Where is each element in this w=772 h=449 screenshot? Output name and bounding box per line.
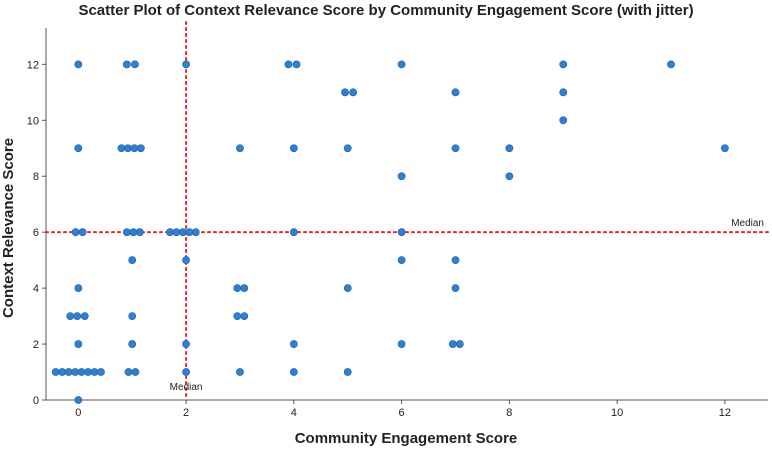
- y-tick-label: 4: [33, 283, 39, 295]
- data-point: [667, 60, 675, 69]
- data-point: [185, 228, 194, 237]
- data-point: [73, 312, 82, 320]
- data-point: [130, 144, 139, 153]
- data-point: [292, 60, 301, 69]
- data-point: [236, 368, 244, 376]
- data-point: [90, 368, 99, 376]
- data-point: [233, 284, 242, 293]
- data-point: [505, 172, 514, 181]
- data-point: [77, 368, 86, 376]
- data-point: [166, 228, 174, 237]
- data-point: [289, 340, 298, 348]
- data-point: [397, 256, 406, 265]
- x-tick-label: 8: [506, 407, 512, 419]
- y-tick-label: 12: [27, 59, 39, 71]
- x-tick-label: 4: [291, 407, 297, 419]
- data-point: [289, 228, 298, 237]
- data-point: [131, 60, 139, 69]
- data-point: [172, 228, 181, 237]
- data-point: [349, 88, 358, 97]
- data-point: [128, 256, 137, 265]
- y-tick-label: 2: [33, 339, 39, 351]
- data-point: [136, 144, 145, 153]
- data-point: [448, 340, 457, 348]
- data-point: [559, 60, 568, 69]
- data-point: [64, 368, 73, 376]
- data-point: [289, 368, 298, 376]
- data-point: [122, 228, 131, 237]
- data-point: [182, 368, 190, 376]
- data-point: [455, 340, 464, 348]
- data-point: [123, 144, 132, 153]
- data-point: [289, 144, 298, 153]
- data-point: [343, 144, 352, 153]
- data-point: [128, 312, 137, 320]
- data-point: [97, 368, 105, 376]
- data-point: [343, 284, 352, 293]
- data-point: [84, 368, 92, 376]
- data-point: [135, 228, 144, 237]
- data-point: [58, 368, 67, 376]
- data-point: [74, 144, 83, 153]
- data-point: [182, 340, 190, 348]
- data-point: [341, 88, 349, 97]
- median-label-y: Median: [731, 218, 764, 229]
- data-point: [397, 228, 406, 237]
- data-point: [124, 368, 133, 376]
- data-point: [397, 172, 406, 181]
- data-point: [505, 144, 514, 153]
- x-tick-label: 2: [183, 407, 189, 419]
- data-point: [191, 228, 200, 237]
- data-point: [343, 368, 352, 376]
- data-point: [71, 228, 80, 237]
- x-axis-label: Community Engagement Score: [295, 430, 518, 447]
- x-tick-label: 12: [719, 407, 731, 419]
- data-point: [240, 312, 249, 320]
- y-tick-label: 6: [33, 227, 39, 239]
- data-point: [51, 368, 60, 376]
- data-point: [66, 312, 75, 320]
- y-tick-label: 10: [27, 115, 39, 127]
- data-point: [236, 144, 244, 153]
- data-point: [451, 88, 460, 97]
- data-point: [233, 312, 242, 320]
- data-point: [397, 60, 406, 69]
- plot-area: 0 2 4 6 8 10 12 0 2 4 6 8 10 12 Median Median: [27, 21, 769, 419]
- y-axis-label: Context Relevance Score: [0, 138, 17, 318]
- data-point: [131, 368, 140, 376]
- y-tick-label: 8: [33, 171, 39, 183]
- data-point: [80, 312, 89, 320]
- data-point: [182, 256, 190, 265]
- data-point: [122, 60, 131, 69]
- data-point: [117, 144, 126, 153]
- data-point: [74, 340, 83, 348]
- data-point: [451, 144, 460, 153]
- data-point: [178, 228, 187, 237]
- x-tick-label: 0: [75, 407, 81, 419]
- data-point: [71, 368, 79, 376]
- data-point: [559, 88, 568, 97]
- data-point: [451, 284, 460, 293]
- data-point: [129, 228, 138, 237]
- data-point: [128, 340, 137, 348]
- x-tick-label: 6: [399, 407, 405, 419]
- data-point: [74, 60, 83, 69]
- data-point: [78, 228, 87, 237]
- median-label-x: Median: [170, 382, 203, 393]
- data-point: [182, 60, 190, 69]
- data-point: [559, 116, 568, 125]
- data-point: [720, 144, 729, 153]
- data-point: [451, 256, 460, 265]
- x-tick-label: 10: [611, 407, 623, 419]
- chart-title: Scatter Plot of Context Relevance Score …: [78, 2, 693, 19]
- data-point: [397, 340, 406, 348]
- data-point: [240, 284, 249, 293]
- data-point: [74, 284, 83, 293]
- data-point: [74, 396, 83, 404]
- y-tick-label: 0: [33, 395, 39, 407]
- data-point: [284, 60, 293, 69]
